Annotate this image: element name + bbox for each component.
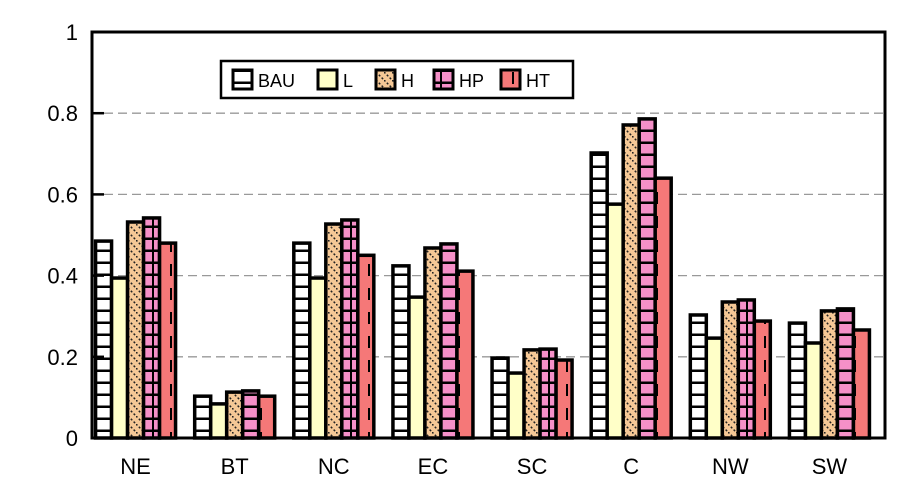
y-tick-label: 0.8 [47, 101, 78, 126]
legend-label: HP [459, 71, 484, 91]
bar-HP-NC [340, 218, 360, 440]
x-tick-label: C [623, 454, 639, 479]
bar-L-NC [308, 276, 328, 440]
bar-H-NW [720, 300, 741, 440]
bar-HT-NC [356, 253, 376, 440]
bar-BAU-EC [391, 264, 411, 440]
bar-HP-NW [736, 298, 757, 440]
bar-BAU-NE [93, 239, 114, 440]
bar-L-EC [407, 295, 427, 440]
legend-label: HT [526, 71, 550, 91]
x-tick-label: BT [221, 454, 249, 479]
bar-H-SC [522, 348, 542, 440]
y-tick-label: 1 [66, 20, 78, 45]
bar-L-C [605, 202, 625, 440]
bar-L-NW [704, 336, 725, 440]
legend-label: BAU [258, 71, 295, 91]
bar-HP-C [637, 117, 657, 440]
legend-swatch-L [316, 68, 339, 91]
bar-HT-NW [752, 319, 773, 440]
x-tick-label: SC [517, 454, 548, 479]
x-tick-label: EC [418, 454, 449, 479]
bar-L-NE [109, 276, 130, 440]
bar-BAU-BT [192, 394, 213, 440]
bar-H-EC [423, 246, 443, 440]
bar-BAU-SC [490, 356, 510, 440]
bar-L-SC [506, 371, 526, 440]
bar-BAU-SW [787, 321, 808, 440]
bar-HT-SW [851, 328, 872, 440]
bar-HT-BT [256, 394, 277, 440]
bar-HT-SC [554, 358, 574, 440]
x-tick-label: SW [812, 454, 848, 479]
bar-BAU-NW [688, 313, 709, 440]
legend-label: L [343, 71, 353, 91]
bar-L-SW [803, 341, 824, 440]
x-tick-label: NC [318, 454, 350, 479]
legend-swatch-HT [499, 68, 522, 91]
bar-HP-BT [240, 389, 261, 440]
bar-BAU-NC [292, 241, 312, 440]
bar-HP-NE [141, 216, 162, 440]
x-tick-label: NE [120, 454, 151, 479]
bar-HT-NE [157, 241, 178, 440]
legend-swatch-BAU [231, 68, 254, 91]
bar-H-BT [224, 390, 245, 440]
bar-HT-C [653, 176, 673, 440]
bar-H-NC [324, 222, 344, 440]
y-tick-label: 0 [66, 426, 78, 451]
legend-swatch-HP [432, 68, 455, 91]
bar-H-NE [125, 220, 146, 440]
legend-label: H [401, 71, 414, 91]
bar-HP-SW [835, 307, 856, 440]
bar-L-BT [208, 402, 229, 440]
legend: BAU L H HP HT [219, 59, 575, 100]
bar-HP-SC [538, 347, 558, 440]
y-tick-label: 0.6 [47, 182, 78, 207]
bar-H-C [621, 123, 641, 440]
x-tick-label: NW [712, 454, 749, 479]
bar-BAU-C [589, 151, 609, 440]
y-tick-label: 0.4 [47, 264, 78, 289]
legend-swatch-H [374, 68, 397, 91]
bar-HT-EC [455, 269, 475, 440]
y-tick-label: 0.2 [47, 345, 78, 370]
bar-HP-EC [439, 242, 459, 440]
plot-frame [90, 30, 887, 440]
bar-H-SW [819, 309, 840, 440]
